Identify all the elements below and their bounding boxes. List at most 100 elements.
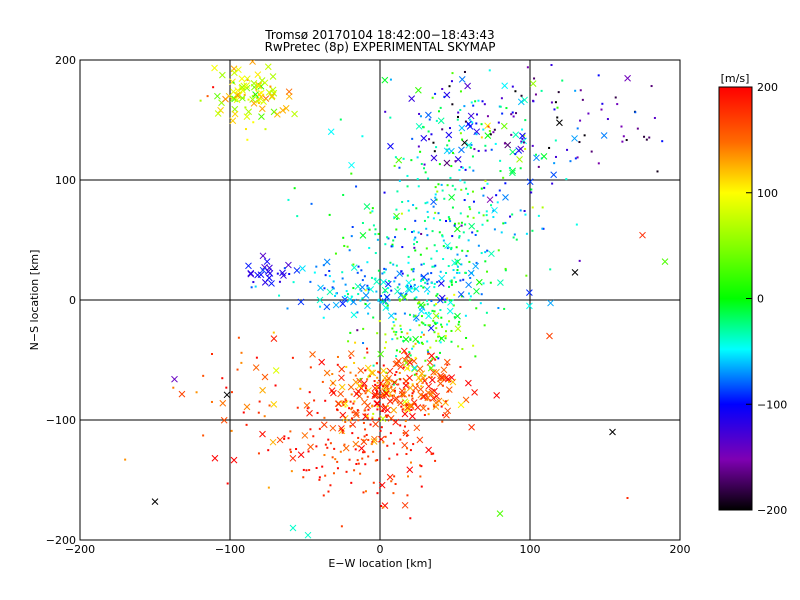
data-point-cross <box>323 369 331 377</box>
data-point-dot <box>377 298 380 301</box>
data-point-dot <box>332 287 335 290</box>
data-point-dot <box>379 383 382 386</box>
data-point-dot <box>511 111 514 114</box>
data-point-dot <box>419 280 422 283</box>
data-point-dot <box>324 399 327 402</box>
data-point-dot <box>442 257 445 260</box>
data-point-dot <box>441 297 444 300</box>
data-point-dot <box>467 292 470 295</box>
data-point-cross <box>259 430 266 438</box>
data-point-dot <box>485 210 488 213</box>
data-point-dot <box>341 429 344 432</box>
data-point-dot <box>398 179 401 182</box>
data-point-dot <box>302 468 305 471</box>
data-point-dot <box>410 159 413 162</box>
data-point-dot <box>441 235 444 238</box>
data-point-dot <box>553 162 556 165</box>
data-point-dot <box>360 289 363 292</box>
data-point-dot <box>389 432 392 435</box>
data-point-cross <box>624 74 631 82</box>
data-point-cross <box>400 347 408 355</box>
data-point-dot <box>381 395 384 398</box>
data-point-dot <box>367 438 370 441</box>
data-point-dot <box>574 89 577 92</box>
data-point-dot <box>359 299 362 302</box>
data-point-dot <box>459 212 462 215</box>
data-point-dot <box>477 99 480 102</box>
data-point-dot <box>446 363 449 366</box>
data-point-dot <box>446 247 449 250</box>
data-point-dot <box>469 208 472 211</box>
data-point-dot <box>466 250 469 253</box>
data-point-dot <box>409 354 412 357</box>
data-point-cross <box>380 367 387 375</box>
data-point-dot <box>415 319 418 322</box>
data-point-dot <box>243 93 246 96</box>
data-point-dot <box>384 406 387 409</box>
data-point-cross <box>409 412 416 420</box>
data-point-dot <box>426 279 429 282</box>
data-point-dot <box>597 74 600 77</box>
data-point-dot <box>486 219 489 222</box>
data-point-dot <box>504 267 507 270</box>
data-point-dot <box>319 305 322 308</box>
data-point-cross <box>171 375 178 383</box>
data-point-dot <box>416 383 419 386</box>
data-point-dot <box>240 351 243 354</box>
data-point-dot <box>361 135 364 138</box>
data-point-cross <box>435 397 443 405</box>
data-point-dot <box>305 469 308 472</box>
data-point-cross <box>338 383 346 391</box>
data-point-dot <box>537 165 540 168</box>
data-point-dot <box>322 494 325 497</box>
data-point-dot <box>450 246 453 249</box>
x-axis-label: E−W location [km] <box>328 557 431 570</box>
data-point-dot <box>230 429 233 432</box>
data-point-dot <box>349 419 352 422</box>
data-point-cross <box>373 278 381 285</box>
data-point-dot <box>402 431 405 434</box>
data-point-dot <box>451 151 454 154</box>
data-point-cross <box>405 279 413 287</box>
data-point-dot <box>434 358 437 361</box>
data-point-dot <box>366 389 369 392</box>
data-point-dot <box>460 221 463 224</box>
data-point-dot <box>348 407 351 410</box>
data-point-dot <box>512 115 515 118</box>
data-point-dot <box>423 414 426 417</box>
data-point-dot <box>379 408 382 411</box>
data-point-dot <box>437 110 440 113</box>
data-point-dot <box>409 285 412 288</box>
data-point-cross <box>304 531 312 539</box>
data-point-dot <box>503 307 506 310</box>
data-point-cross <box>500 122 508 130</box>
data-point-dot <box>464 168 467 171</box>
data-point-dot <box>404 228 407 231</box>
chart-title: Tromsø 20170104 18:42:00−18:43:43 <box>264 28 494 42</box>
data-point-dot <box>428 376 431 379</box>
data-point-cross <box>293 267 301 274</box>
data-point-dot <box>350 408 353 411</box>
data-point-cross <box>362 292 370 299</box>
data-point-dot <box>323 454 326 457</box>
data-point-dot <box>421 342 424 345</box>
data-point-dot <box>519 209 522 212</box>
data-point-dot <box>531 144 534 147</box>
data-point-dot <box>343 443 346 446</box>
data-point-cross <box>458 124 466 132</box>
data-point-dot <box>329 484 332 487</box>
data-point-dot <box>569 160 572 163</box>
data-point-dot <box>334 458 337 461</box>
data-point-dot <box>349 400 352 403</box>
data-point-cross <box>371 384 379 392</box>
data-point-cross <box>214 92 221 100</box>
data-point-cross <box>317 284 324 292</box>
data-point-dot <box>413 373 416 376</box>
data-point-cross <box>257 271 265 279</box>
data-point-dot <box>378 371 381 374</box>
data-point-dot <box>347 340 350 343</box>
data-point-dot <box>335 292 338 295</box>
data-point-dot <box>422 262 425 265</box>
data-point-cross <box>258 113 265 120</box>
data-point-dot <box>252 121 255 124</box>
